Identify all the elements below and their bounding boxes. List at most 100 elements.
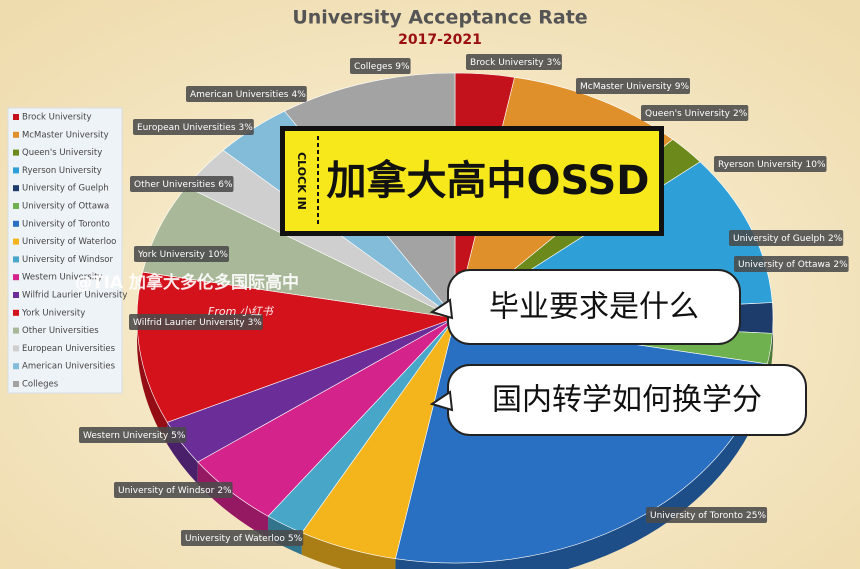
data-label: Other Universities 6% [134,180,233,190]
legend-label: York University [21,308,85,318]
data-label-name: American Universities [190,90,289,100]
callout-tail [429,390,454,412]
legend-label: Queen's University [22,148,102,158]
legend-swatch [13,381,19,387]
legend-label: American Universities [22,362,116,372]
data-label-box [576,78,690,94]
data-label: American Universities 4% [190,90,306,100]
data-label-value: 4% [292,90,307,100]
data-label-box [466,54,562,70]
data-label-name: University of Toronto [650,511,744,521]
legend-label: University of Guelph [22,184,109,194]
legend-swatch [13,345,19,352]
legend-label: University of Waterloo [22,237,116,247]
data-label-box [350,58,411,74]
data-label-name: Brock University [470,58,544,68]
legend-label: Wilfrid Laurier University [22,291,127,301]
legend-swatch [13,149,19,156]
data-label-box [729,230,844,246]
data-label: York University 10% [137,250,228,260]
callout-tail [429,298,454,320]
data-label-box [181,530,304,546]
banner [283,129,661,233]
data-label-value: 2% [217,486,232,496]
data-label: Brock University 3% [470,58,561,68]
slice [136,271,456,423]
legend-swatch [13,309,19,316]
data-label-box [646,507,768,523]
data-label-box [130,176,234,192]
data-label-value: 3% [547,58,562,68]
legend-label: University of Toronto [22,219,110,229]
legend: Brock University McMaster University Queen… [13,113,127,390]
data-label-name: University of Guelph [733,234,825,244]
data-label-value: 25% [746,511,766,521]
legend-label: University of Windsor [22,255,113,265]
data-label-name: Wilfrid Laurier University [133,318,245,328]
legend-label: Brock University [22,113,92,123]
data-label-value: 10% [208,250,228,260]
data-label: Ryerson University 10% [718,160,826,170]
data-label-value: 2% [833,260,848,270]
data-label-box [734,256,849,272]
legend-swatch [13,238,19,245]
data-label: European Universities 3% [137,123,253,133]
slice-side [197,462,269,539]
banner-tag: CLOCK IN [295,152,308,210]
data-label-name: University of Waterloo [185,534,285,544]
data-label: Queen's University 2% [645,109,748,119]
data-label-box [133,119,254,135]
data-label-name: Ryerson University [718,160,803,170]
legend-box [7,107,123,394]
data-label: Wilfrid Laurier University 3% [133,318,262,328]
source: From 小红书 [208,305,275,318]
data-label: Western University 5% [83,431,186,441]
legend-swatch [13,131,19,138]
legend-swatch [13,220,19,227]
data-label-name: Western University [83,431,169,441]
data-label-name: University of Ottawa [738,260,830,270]
data-label-box [641,105,749,121]
data-label-value: 2% [828,234,843,244]
legend-swatch [13,167,19,174]
data-label-value: 9% [675,82,690,92]
chart-subtitle: 2017-2021 [398,32,482,48]
data-label-value: 2% [733,109,748,119]
legend-swatch [13,114,19,120]
data-label-box [186,86,307,102]
data-label-box [129,314,263,330]
data-label-value: 3% [248,318,263,328]
legend-label: McMaster University [22,130,109,140]
data-label: University of Guelph 2% [733,234,843,244]
data-label-name: Colleges [354,62,393,72]
legend-label: Western University [22,273,102,283]
data-label-name: University of Windsor [118,486,215,496]
legend-label: University of Ottawa [22,202,109,212]
data-label: University of Toronto 25% [650,511,766,521]
legend-swatch [13,292,19,298]
data-label-box [134,246,229,262]
watermark: @TIA 加拿大多伦多国际高中 [75,272,299,293]
slice-side [137,318,168,445]
legend-label: Other Universities [22,326,99,336]
data-label-name: McMaster University [580,82,672,92]
chart-title: University Acceptance Rate [292,7,587,29]
legend-label: Colleges [22,380,59,390]
data-label: Colleges 9% [354,62,410,72]
data-label-name: York University [137,250,206,260]
legend-swatch [13,256,19,263]
legend-label: Ryerson University [22,166,102,176]
data-label-name: Other Universities [134,180,216,190]
legend-swatch [13,363,19,370]
data-labels: Brock University 3%McMaster University 9%Q… [79,54,849,546]
callout-text: 国内转学如何换学分 [492,383,762,418]
data-label-value: 10% [806,160,826,170]
data-label-name: Queen's University [645,109,731,119]
data-label-box [714,156,827,172]
legend-swatch [13,274,19,281]
data-label-box [79,427,187,443]
data-label-value: 6% [218,180,233,190]
data-label: University of Windsor 2% [118,486,232,496]
